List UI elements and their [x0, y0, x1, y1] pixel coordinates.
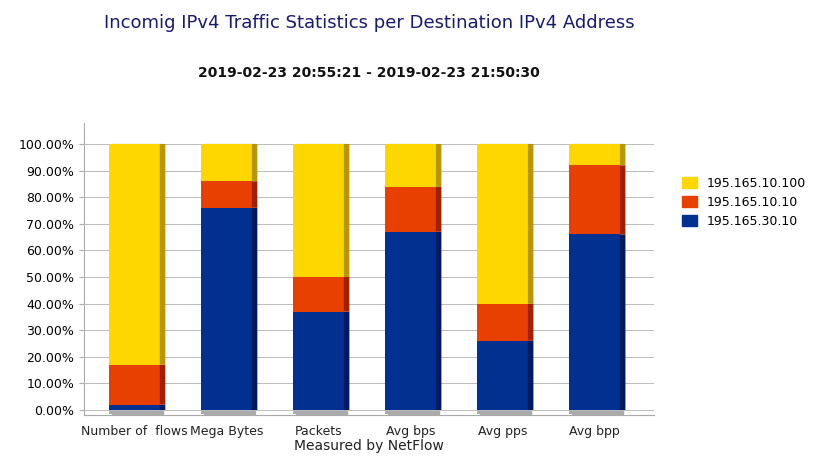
Polygon shape [344, 144, 349, 277]
Bar [385, 410, 436, 414]
Polygon shape [252, 144, 258, 181]
Bar [204, 410, 254, 417]
Bar [294, 312, 344, 410]
Polygon shape [252, 208, 258, 410]
Polygon shape [159, 365, 165, 405]
Bar [294, 144, 344, 277]
Polygon shape [620, 144, 625, 165]
Bar [112, 410, 163, 417]
Bar [201, 181, 252, 208]
Bar [109, 410, 159, 414]
Bar [109, 144, 159, 365]
Bar [477, 341, 528, 410]
Bar [480, 410, 530, 417]
Bar [570, 144, 620, 165]
Bar [385, 186, 436, 232]
Bar [201, 410, 252, 414]
Bar [294, 277, 344, 312]
Bar [109, 365, 159, 405]
Polygon shape [528, 144, 534, 303]
Bar [201, 144, 252, 181]
Bar [477, 144, 528, 303]
Text: Measured by NetFlow: Measured by NetFlow [294, 439, 444, 453]
Polygon shape [528, 303, 534, 341]
Text: 2019-02-23 20:55:21 - 2019-02-23 21:50:30: 2019-02-23 20:55:21 - 2019-02-23 21:50:3… [198, 66, 540, 80]
Polygon shape [436, 232, 441, 410]
Bar [570, 235, 620, 410]
Bar [572, 410, 623, 417]
Polygon shape [252, 181, 258, 208]
Bar [385, 144, 436, 186]
Bar [201, 208, 252, 410]
Polygon shape [528, 341, 534, 410]
Polygon shape [159, 144, 165, 365]
Bar [296, 410, 347, 417]
Polygon shape [436, 144, 441, 186]
Bar [385, 232, 436, 410]
Polygon shape [159, 405, 165, 410]
Polygon shape [344, 277, 349, 312]
Bar [294, 410, 344, 414]
Bar [570, 165, 620, 235]
Polygon shape [436, 186, 441, 232]
Text: Incomig IPv4 Traffic Statistics per Destination IPv4 Address: Incomig IPv4 Traffic Statistics per Dest… [104, 14, 634, 32]
Polygon shape [620, 165, 625, 235]
Bar [477, 303, 528, 341]
Bar [477, 410, 528, 414]
Polygon shape [344, 312, 349, 410]
Bar [388, 410, 439, 417]
Legend: 195.165.10.100, 195.165.10.10, 195.165.30.10: 195.165.10.100, 195.165.10.10, 195.165.3… [678, 173, 810, 232]
Bar [109, 405, 159, 410]
Polygon shape [620, 235, 625, 410]
Bar [570, 410, 620, 414]
